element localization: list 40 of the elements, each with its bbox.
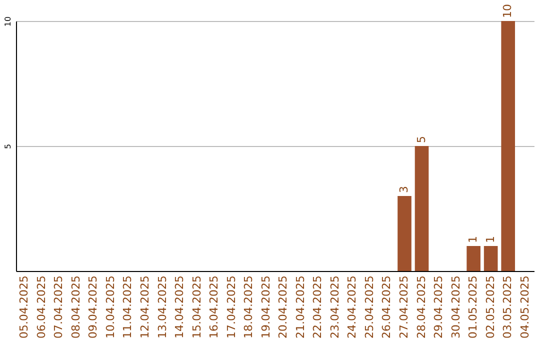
x-tick-label: 30.04.2025: [449, 276, 462, 338]
x-tick-label: 06.04.2025: [34, 276, 48, 338]
x-tick-label: 23.04.2025: [328, 276, 342, 338]
x-tick-label: 12.04.2025: [138, 276, 152, 338]
bar: [466, 246, 480, 271]
x-tick-label: 17.04.2025: [224, 276, 238, 338]
bar: [414, 146, 429, 271]
x-tick-label: 02.05.2025: [484, 276, 497, 338]
bar: [398, 196, 412, 271]
x-tick-label: 11.04.2025: [121, 276, 134, 338]
x-tick-label: 21.04.2025: [294, 276, 307, 338]
x-tick-label: 28.04.2025: [414, 276, 428, 338]
x-tick-label: 09.04.2025: [86, 276, 100, 338]
x-tick-label: 15.04.2025: [190, 276, 204, 338]
x-tick-label: 03.05.2025: [501, 276, 514, 338]
x-tick-label: 14.04.2025: [173, 276, 186, 338]
x-tick-label: 10.04.2025: [104, 276, 117, 338]
data-label: 1: [466, 236, 480, 243]
data-label: 5: [414, 136, 428, 143]
x-tick-label: 27.04.2025: [398, 276, 410, 338]
x-tick-label: 24.04.2025: [346, 276, 359, 338]
x-tick-label: 07.04.2025: [52, 276, 66, 338]
x-tick-label: 18.04.2025: [242, 276, 256, 338]
bar: [484, 246, 498, 271]
x-tick-label: 04.05.2025: [518, 276, 532, 338]
data-label: 10: [501, 4, 514, 18]
x-tick-label: 20.04.2025: [276, 276, 290, 338]
x-tick-label: 01.05.2025: [466, 276, 480, 338]
x-tick-label: 05.04.2025: [18, 276, 31, 338]
x-tick-label: 25.04.2025: [362, 276, 376, 338]
x-tick-label: 16.04.2025: [208, 276, 221, 338]
x-tick-label: 26.04.2025: [380, 276, 394, 338]
x-tick-label: 19.04.2025: [259, 276, 272, 338]
x-tick-label: 22.04.2025: [311, 276, 324, 338]
x-tick-label: 08.04.2025: [69, 276, 82, 338]
data-label: 1: [484, 236, 497, 243]
x-tick-label: 13.04.2025: [156, 276, 169, 338]
data-label: 3: [398, 186, 410, 193]
x-tick-label: 29.04.2025: [432, 276, 446, 338]
bar: [501, 21, 516, 271]
